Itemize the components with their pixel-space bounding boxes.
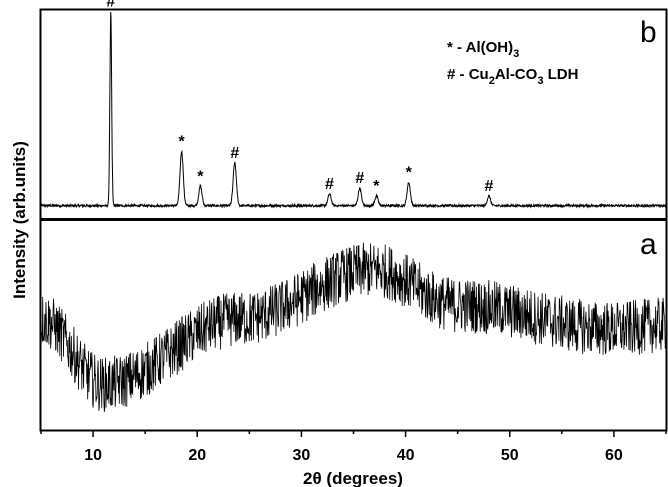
series-panel-a xyxy=(40,242,667,413)
peak-marker: # xyxy=(484,178,493,195)
x-tick-label: 20 xyxy=(188,447,206,464)
peak-marker: # xyxy=(106,0,115,11)
legend-entry-ldh: # - Cu2Al-CO3 LDH xyxy=(447,66,578,87)
panel-label-b: b xyxy=(640,16,657,49)
peak-marker: # xyxy=(230,145,239,162)
x-tick-label: 50 xyxy=(501,447,519,464)
series-line-a xyxy=(40,242,667,413)
legend: * - Al(OH)3 # - Cu2Al-CO3 LDH xyxy=(447,39,578,87)
peak-marker: * xyxy=(178,133,185,150)
peak-marker: * xyxy=(406,164,413,181)
x-tick-label: 60 xyxy=(605,447,623,464)
peak-marker: # xyxy=(325,176,334,193)
series-line-b xyxy=(40,11,667,209)
x-axis: 10 20 30 40 50 60 xyxy=(40,430,667,464)
peak-marker: * xyxy=(197,168,204,185)
panel-label-a: a xyxy=(640,228,657,261)
x-tick-label: 40 xyxy=(397,447,415,464)
x-tick-label: 10 xyxy=(84,447,102,464)
series-panel-b xyxy=(40,11,667,209)
peak-marker: # xyxy=(355,170,364,187)
legend-entry-alumina: * - Al(OH)3 xyxy=(447,39,519,60)
peak-marker: * xyxy=(373,178,380,195)
x-axis-title: 2θ (degrees) xyxy=(303,469,403,487)
x-tick-label: 30 xyxy=(293,447,311,464)
peak-markers: # * * # # # * * # xyxy=(106,0,493,195)
y-axis-title: Intensity (arb.units) xyxy=(10,141,29,299)
